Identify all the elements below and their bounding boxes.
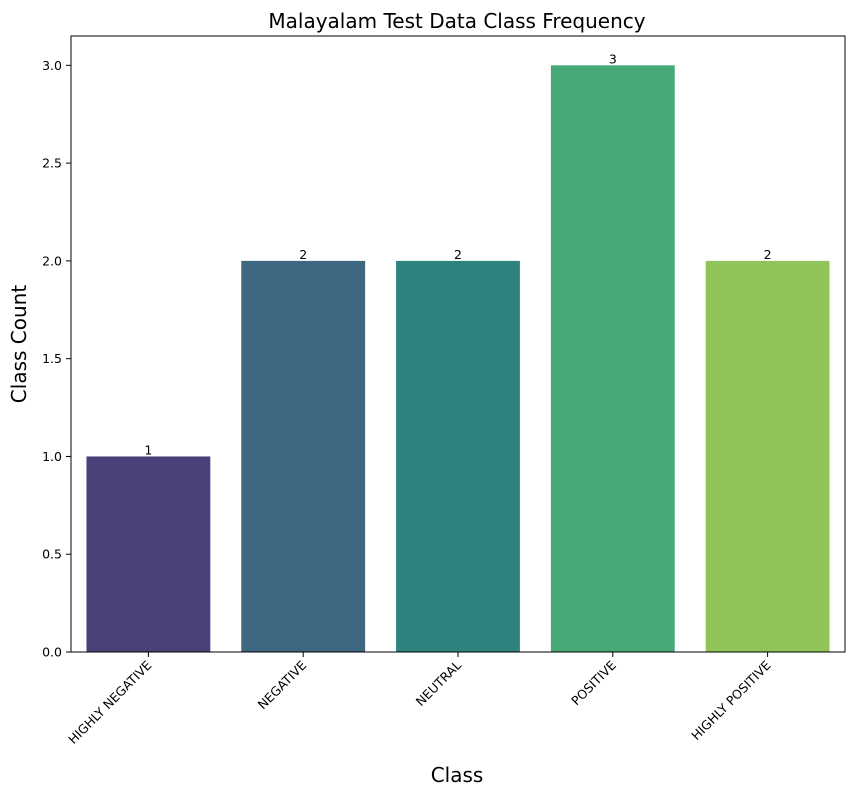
y-axis-ticks: 0.0 0.5 1.0 1.5 2.0 2.5 3.0: [42, 58, 71, 660]
plot-frame: [70, 35, 846, 653]
bars-group: [86, 65, 830, 653]
y-tick-label: 1.0: [42, 449, 62, 464]
x-tick-label: HIGHLY POSITIVE: [688, 657, 774, 743]
data-label: 2: [764, 247, 772, 262]
bar-highly-positive: [705, 260, 830, 652]
x-tick-label: POSITIVE: [568, 657, 619, 708]
y-tick-label: 0.0: [42, 645, 62, 660]
bar-negative: [241, 260, 366, 652]
y-tick-label: 2.0: [42, 253, 62, 268]
y-tick-label: 0.5: [42, 547, 62, 562]
data-labels-group: 1 2 2 3 2: [144, 51, 771, 457]
y-tick-label: 2.5: [42, 156, 62, 171]
data-label: 2: [299, 247, 307, 262]
data-label: 1: [144, 442, 152, 457]
bar-neutral: [396, 260, 520, 652]
chart-title: Malayalam Test Data Class Frequency: [268, 9, 645, 33]
x-tick-label: NEUTRAL: [413, 657, 464, 708]
bar-positive: [550, 65, 675, 653]
y-tick-label: 3.0: [42, 58, 62, 73]
x-axis-label: Class: [431, 763, 484, 787]
y-axis-label: Class Count: [7, 285, 31, 404]
x-axis-ticks: HIGHLY NEGATIVE NEGATIVE NEUTRAL POSITIVE HI…: [65, 652, 774, 747]
bar-highly-negative: [86, 456, 211, 652]
x-tick-label: HIGHLY NEGATIVE: [65, 657, 154, 746]
x-tick-label: NEGATIVE: [255, 657, 310, 712]
data-label: 2: [454, 247, 462, 262]
y-tick-label: 1.5: [42, 351, 62, 366]
data-label: 3: [609, 51, 617, 66]
